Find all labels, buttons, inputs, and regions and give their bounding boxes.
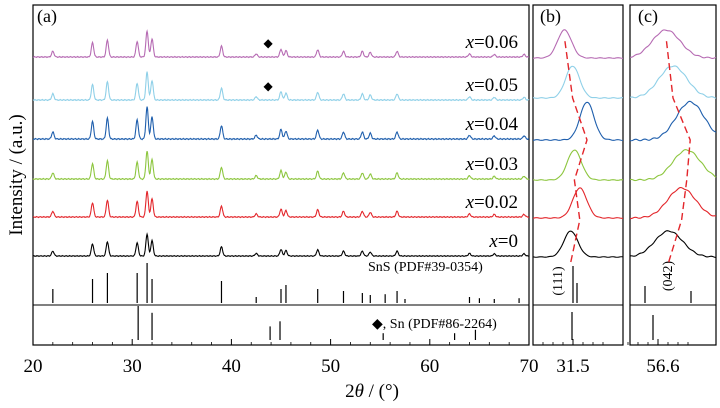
panel-a-frame: [32, 4, 530, 346]
series-label-x=0.05: x=0.05: [465, 75, 518, 96]
panel-c-tick-label: 56.6: [646, 356, 679, 377]
panel-b-ref-label: (111): [551, 266, 566, 296]
series-label-x=0.02: x=0.02: [465, 192, 518, 213]
marks-c-shift-guide: [665, 37, 691, 263]
marks-b-pattern-x=0.02: [532, 187, 624, 219]
sn-marker-x=0.06: ◆: [263, 36, 273, 50]
pattern-x=0.06: [32, 29, 530, 59]
marks-b-pattern-x=0.04: [532, 101, 624, 141]
marks-c-pattern-x=0.03: [629, 149, 717, 182]
panel-b-label: (b): [540, 6, 561, 27]
x-tick-label-60: 60: [420, 356, 439, 377]
x-tick-label-20: 20: [24, 356, 43, 377]
x-tick-label-40: 40: [222, 356, 241, 377]
panel-b-frame: [532, 4, 624, 346]
y-axis-label: Intensity / (a.u.): [6, 114, 27, 235]
x-tick-label-70: 70: [520, 356, 539, 377]
series-label-x=0.03: x=0.03: [465, 154, 518, 175]
pattern-x=0.02: [32, 190, 530, 219]
panel-c-label: (c): [638, 6, 658, 27]
x-axis-label-2: 2: [345, 381, 355, 402]
series-label-x=0.06: x=0.06: [465, 32, 518, 53]
x-tick-label-30: 30: [123, 356, 142, 377]
x-axis-label-theta: θ: [355, 381, 364, 402]
marks-b-pattern-x=0.03: [532, 149, 624, 181]
marks-b-pattern-x=0.06: [532, 29, 624, 59]
pattern-x=0: [32, 232, 530, 258]
panel-c-frame: [629, 4, 717, 346]
pattern-x=0.03: [32, 150, 530, 181]
x-tick-label-50: 50: [321, 356, 340, 377]
ref-sn-text: , Sn (PDF#86-2264): [383, 317, 497, 332]
x-axis-label-unit: / (°): [364, 381, 399, 402]
pattern-x=0.05: [32, 71, 530, 102]
marks-b-pattern-x=0.05: [532, 65, 624, 99]
sn-marker-x=0.05: ◆: [263, 79, 273, 93]
panel-c-ref-label: (042): [661, 261, 676, 292]
marks-b-shift-guide: [563, 37, 588, 263]
panel-b-tick-label: 31.5: [556, 356, 589, 377]
panel-a-label: (a): [37, 6, 57, 27]
marks-c-pattern-x=0.06: [629, 29, 717, 59]
ref-sn-label: ◆, Sn (PDF#86-2264): [372, 317, 497, 332]
ref-sn-marker: ◆: [372, 317, 383, 332]
marks-c-pattern-x=0.02: [629, 186, 717, 220]
pattern-x=0.04: [32, 106, 530, 141]
marks-c-pattern-x=0: [629, 230, 717, 258]
series-label-x=0.04: x=0.04: [465, 114, 519, 135]
series-label-x=0: x=0: [488, 231, 518, 252]
x-axis-label: 2θ / (°): [345, 381, 399, 402]
ref-sns-label: SnS (PDF#39-0354): [368, 260, 483, 275]
marks-c-pattern-x=0.04: [629, 100, 717, 142]
marks-b-pattern-x=0: [532, 230, 624, 258]
marks-c-pattern-x=0.05: [629, 65, 717, 99]
